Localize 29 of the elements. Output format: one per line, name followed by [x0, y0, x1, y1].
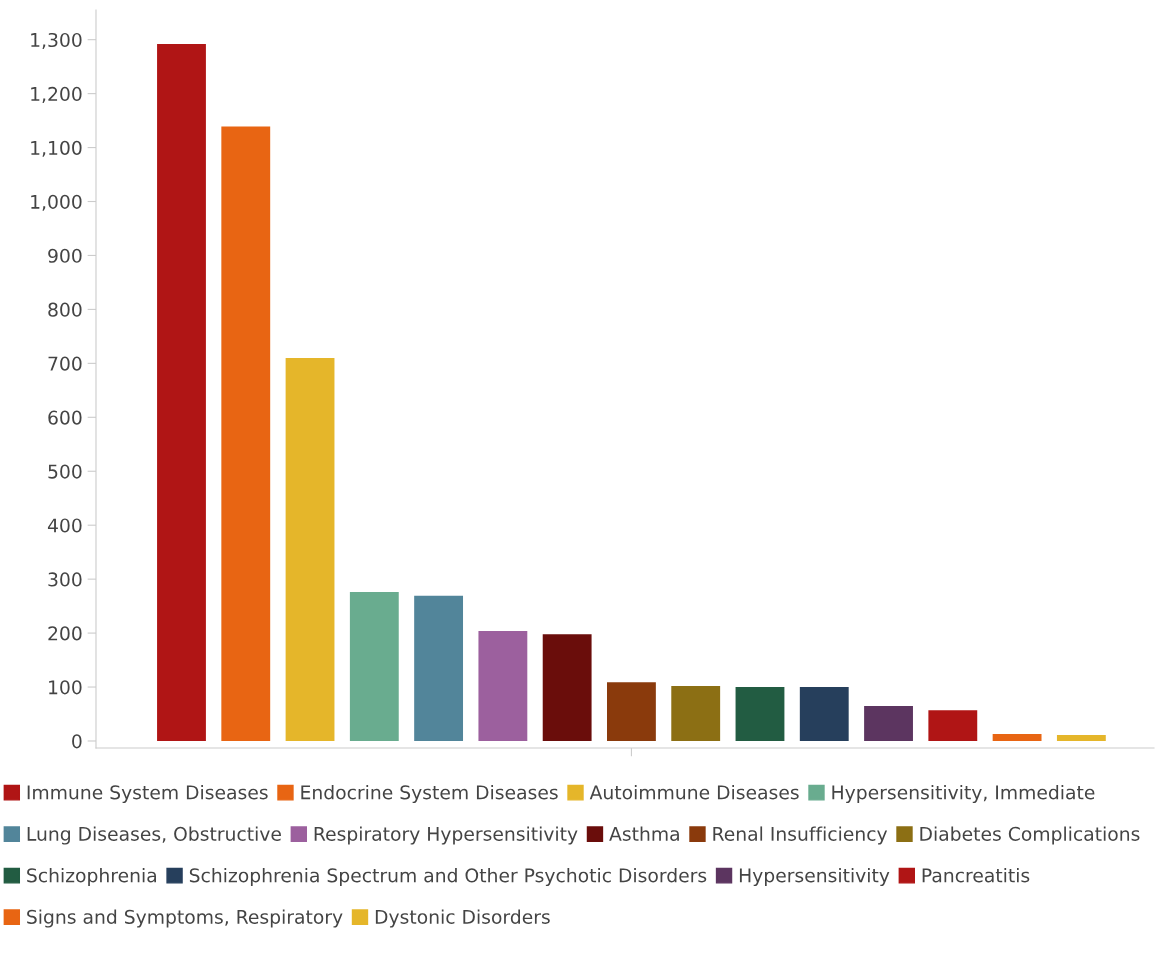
legend-label: Endocrine System Diseases: [301, 784, 558, 804]
y-tick-label: 900: [48, 248, 82, 263]
legend-label: Lung Diseases, Obstructive: [27, 826, 281, 845]
y-tick-label: 700: [48, 356, 82, 371]
legend-label: Immune System Diseases: [27, 784, 268, 804]
y-tick-label: 1,100: [31, 140, 82, 157]
legend-label: Signs and Symptoms, Respiratory: [27, 909, 343, 928]
y-tick-label: 1,000: [31, 194, 82, 211]
y-tick-label: 300: [48, 572, 82, 587]
legend-label: Schizophrenia: [27, 867, 156, 887]
y-tick-label: 100: [49, 680, 82, 695]
legend-label: Pancreatitis: [922, 867, 1030, 883]
legend-label: Dystonic Disorders: [375, 909, 550, 928]
y-tick-label: 1,200: [31, 86, 82, 103]
legend-label: Hypersensitivity, Immediate: [832, 784, 1095, 804]
y-tick-label: 200: [48, 626, 82, 641]
y-tick-label: 400: [47, 518, 82, 533]
legend-label: Renal Insufficiency: [713, 826, 888, 845]
y-tick-label: 1,300: [31, 32, 82, 49]
y-tick-label: 0: [72, 734, 82, 749]
y-tick-label: 500: [48, 464, 82, 479]
legend-label: Schizophrenia Spectrum and Other Psychotic Disorders: [189, 867, 707, 887]
legend-label: Asthma: [609, 826, 679, 841]
y-tick-label: 600: [48, 410, 82, 425]
y-tick-label: 800: [48, 302, 82, 317]
legend-label: Hypersensitivity: [739, 867, 890, 887]
legend-label: Autoimmune Diseases: [589, 784, 799, 800]
legend-label: Respiratory Hypersensitivity: [314, 826, 578, 845]
legend-label: Diabetes Complications: [920, 826, 1140, 845]
